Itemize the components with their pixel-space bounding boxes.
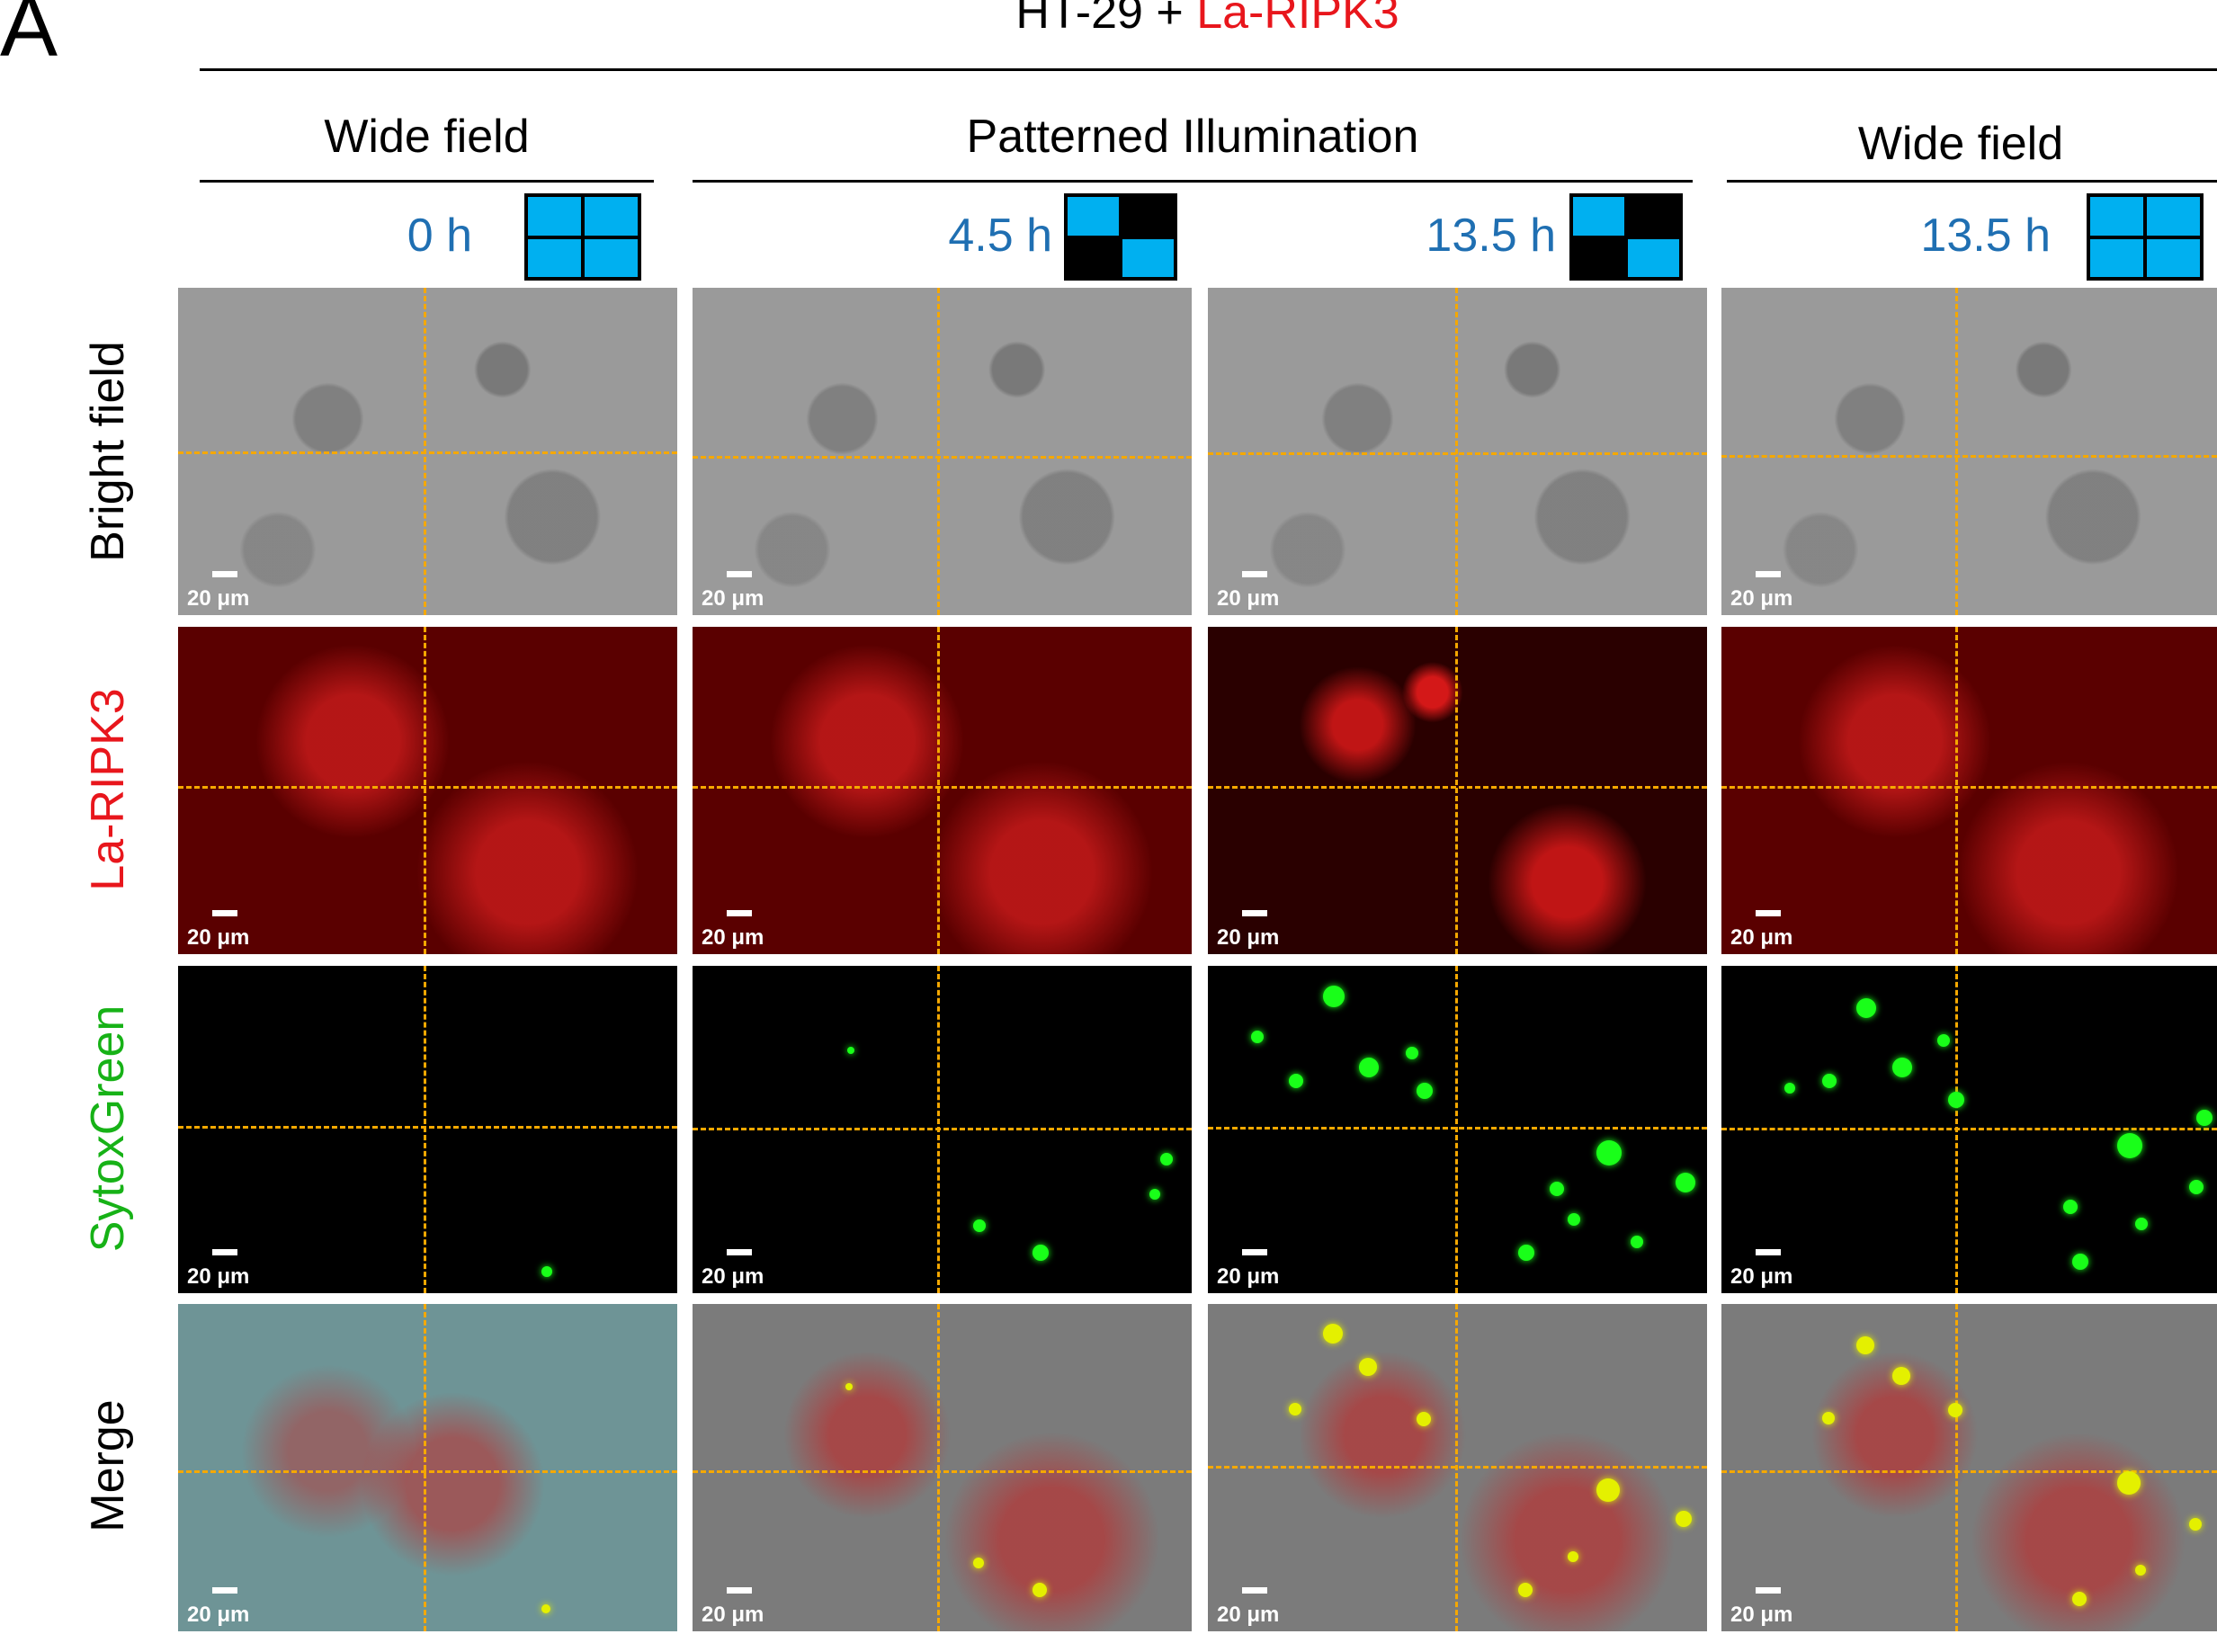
scale-bar-label: 20 μm xyxy=(187,586,250,611)
scale-bar-label: 20 μm xyxy=(702,586,764,611)
section-label-wide-field-2: Wide field xyxy=(1857,118,2064,170)
full-illumination-pattern-icon xyxy=(2087,193,2204,281)
scale-bar-label: 20 μm xyxy=(702,1264,764,1289)
scale-bar-label: 20 μm xyxy=(702,925,764,950)
bright-field-image-13-5h-patterned: 20 μm xyxy=(1208,288,1707,615)
merge-image-4-5h: 20 μm xyxy=(693,1304,1192,1631)
sytoxgreen-image-4-5h: 20 μm xyxy=(693,966,1192,1293)
la-ripk3-image-13-5h-wide: 20 μm xyxy=(1721,627,2217,954)
scale-bar-label: 20 μm xyxy=(1217,586,1280,611)
merge-image-13-5h-patterned: 20 μm xyxy=(1208,1304,1707,1631)
row-label-la-ripk3: La-RIPK3 xyxy=(82,688,134,891)
title-highlight: La-RIPK3 xyxy=(1196,0,1399,39)
scale-bar-label: 20 μm xyxy=(1730,1603,1793,1627)
time-label-col-4: 13.5 h xyxy=(1920,210,2051,262)
section-rule-wide-field-1 xyxy=(200,180,654,183)
title-prefix: HT-29 + xyxy=(1015,0,1197,39)
row-label-merge: Merge xyxy=(82,1399,134,1532)
section-label-patterned: Patterned Illumination xyxy=(966,111,1419,163)
scale-bar-label: 20 μm xyxy=(187,925,250,950)
figure-title: HT-29 + La-RIPK3 xyxy=(0,0,2217,40)
section-label-wide-field-1: Wide field xyxy=(324,111,530,163)
diagonal-pattern-icon xyxy=(1569,193,1683,281)
time-label-col-3: 13.5 h xyxy=(1426,210,1556,262)
sytoxgreen-image-13-5h-patterned: 20 μm xyxy=(1208,966,1707,1293)
full-illumination-pattern-icon xyxy=(524,193,641,281)
scale-bar-label: 20 μm xyxy=(702,1603,764,1627)
scale-bar-label: 20 μm xyxy=(1217,1264,1280,1289)
section-rule-wide-field-2 xyxy=(1727,180,2217,183)
diagonal-pattern-icon xyxy=(1064,193,1177,281)
row-label-sytoxgreen: SytoxGreen xyxy=(82,1005,134,1253)
bright-field-image-4-5h: 20 μm xyxy=(693,288,1192,615)
scale-bar-label: 20 μm xyxy=(1217,1603,1280,1627)
la-ripk3-image-13-5h-patterned: 20 μm xyxy=(1208,627,1707,954)
scale-bar-label: 20 μm xyxy=(1730,925,1793,950)
scale-bar-label: 20 μm xyxy=(187,1603,250,1627)
merge-image-0h: 20 μm xyxy=(178,1304,677,1631)
bright-field-image-13-5h-wide: 20 μm xyxy=(1721,288,2217,615)
scale-bar-label: 20 μm xyxy=(1730,586,1793,611)
time-label-col-2: 4.5 h xyxy=(948,210,1052,262)
scale-bar-label: 20 μm xyxy=(1217,925,1280,950)
sytoxgreen-image-13-5h-wide: 20 μm xyxy=(1721,966,2217,1293)
row-label-bright-field: Bright field xyxy=(82,341,134,562)
panel-letter: A xyxy=(0,0,58,75)
time-label-col-1: 0 h xyxy=(407,210,472,262)
scale-bar-label: 20 μm xyxy=(187,1264,250,1289)
la-ripk3-image-4-5h: 20 μm xyxy=(693,627,1192,954)
la-ripk3-image-0h: 20 μm xyxy=(178,627,677,954)
title-rule xyxy=(200,68,2217,71)
section-rule-patterned xyxy=(693,180,1693,183)
scale-bar-label: 20 μm xyxy=(1730,1264,1793,1289)
sytoxgreen-image-0h: 20 μm xyxy=(178,966,677,1293)
bright-field-image-0h: 20 μm xyxy=(178,288,677,615)
merge-image-13-5h-wide: 20 μm xyxy=(1721,1304,2217,1631)
